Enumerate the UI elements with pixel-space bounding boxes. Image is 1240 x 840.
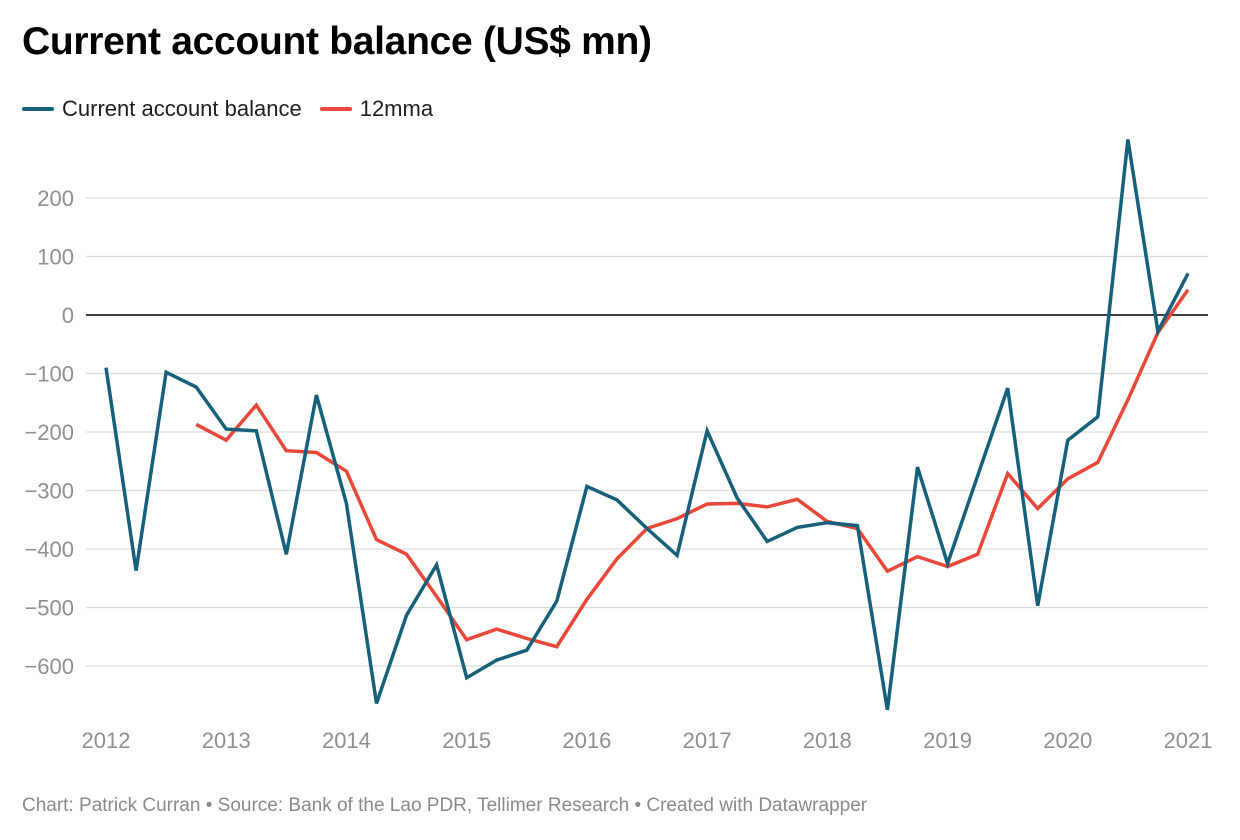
x-tick-label: 2020: [1043, 728, 1092, 753]
series: [104, 139, 1190, 711]
x-tick-label: 2013: [202, 728, 251, 753]
y-tick-label: −400: [24, 537, 74, 562]
x-tick-label: 2012: [82, 728, 131, 753]
chart-title: Current account balance (US$ mn): [22, 20, 652, 63]
x-tick-label: 2017: [683, 728, 732, 753]
x-tick-label: 2021: [1164, 728, 1213, 753]
y-tick-label: 0: [62, 303, 74, 328]
legend-label-current-account: Current account balance: [62, 96, 302, 121]
legend-item-current-account: Current account balance: [22, 96, 302, 122]
footer-credits: Chart: Patrick Curran • Source: Bank of …: [22, 795, 868, 816]
y-tick-label: −600: [24, 654, 74, 679]
x-tick-label: 2015: [442, 728, 491, 753]
legend: Current account balance 12mma: [22, 96, 451, 122]
y-tick-label: −100: [24, 362, 74, 387]
legend-item-12mma: 12mma: [319, 96, 434, 122]
legend-swatch-current-account: [22, 107, 54, 111]
y-tick-label: −300: [24, 479, 74, 504]
legend-swatch-12mma: [319, 107, 352, 111]
x-tick-label: 2014: [322, 728, 371, 753]
legend-label-12mma: 12mma: [359, 96, 434, 121]
series-line-current-account: [104, 139, 1190, 711]
x-tick-label: 2018: [803, 728, 852, 753]
y-tick-label: 200: [37, 186, 74, 211]
x-tick-label: 2016: [562, 728, 611, 753]
y-axis-labels: 200 100 0 −100 −200 −300 −400 −500 −600: [24, 186, 74, 679]
x-axis-labels: 2012 2013 2014 2015 2016 2017 2018 2019 2020 2021: [82, 728, 1213, 753]
x-tick-label: 2019: [923, 728, 972, 753]
y-tick-label: 100: [37, 245, 74, 270]
y-tick-label: −200: [24, 420, 74, 445]
y-tick-label: −500: [24, 596, 74, 621]
